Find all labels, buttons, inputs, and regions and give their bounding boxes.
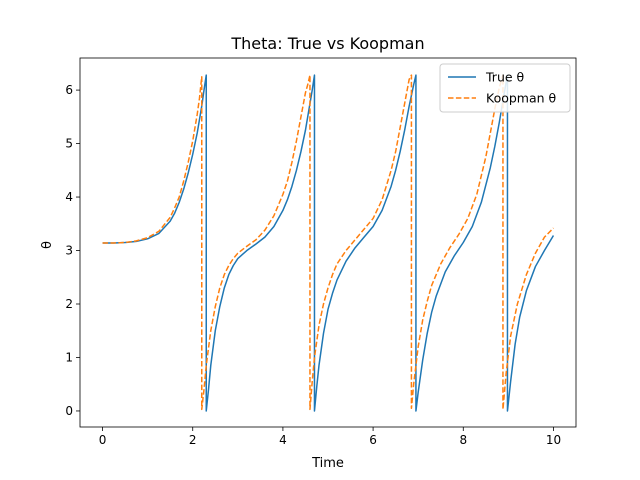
x-axis-label: Time	[311, 456, 344, 471]
chart-title: Theta: True vs Koopman	[230, 34, 424, 53]
x-tick-label: 0	[99, 433, 107, 447]
y-axis-label: θ	[40, 241, 55, 249]
series-line-koopman-theta	[102, 74, 554, 411]
y-tick-label: 2	[65, 297, 73, 311]
y-tick-label: 1	[65, 350, 73, 364]
legend-label-true-theta: True θ	[485, 70, 524, 85]
x-tick-label: 6	[369, 433, 377, 447]
plot-area	[102, 74, 555, 412]
y-tick-label: 6	[65, 83, 73, 97]
axes-frame	[79, 57, 577, 428]
y-tick-label: 5	[65, 137, 73, 151]
x-tick-label: 8	[459, 433, 467, 447]
y-tick-label: 3	[65, 244, 73, 258]
x-tick-label: 4	[279, 433, 287, 447]
legend-box	[439, 63, 571, 113]
x-tick-label: 2	[189, 433, 197, 447]
y-tick-label: 0	[65, 404, 73, 418]
y-tick-label: 4	[65, 190, 73, 204]
x-tick-label: 10	[546, 433, 561, 447]
legend-label-koopman-theta: Koopman θ	[486, 91, 556, 106]
